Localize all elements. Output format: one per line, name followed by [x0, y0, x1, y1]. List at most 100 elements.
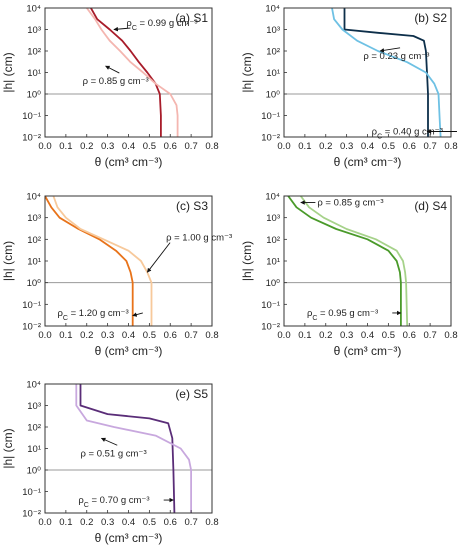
- annotation-label-1: ρ = 0.51 g cm⁻³: [80, 448, 146, 459]
- y-tick-label: 10¹: [27, 68, 41, 79]
- y-tick-label: 10⁻¹: [261, 300, 280, 311]
- y-tick-label: 10⁰: [27, 278, 42, 289]
- y-tick-label: 10³: [27, 213, 41, 224]
- y-tick-label: 10²: [27, 423, 41, 434]
- x-tick-label: 0.0: [38, 517, 51, 528]
- x-tick-label: 0.6: [164, 141, 177, 152]
- annotation-arrow-1: [146, 242, 171, 273]
- x-tick-label: 0.8: [205, 141, 218, 152]
- x-axis-label: θ (cm³ cm⁻³): [95, 344, 163, 358]
- y-axis-label: |h| (cm): [1, 241, 15, 281]
- x-axis-label: θ (cm³ cm⁻³): [95, 531, 163, 545]
- series-curve-1: [287, 196, 402, 326]
- x-axis-label: θ (cm³ cm⁻³): [95, 155, 163, 169]
- y-axis-label: |h| (cm): [240, 241, 254, 281]
- x-tick-label: 0.1: [298, 330, 311, 341]
- y-tick-label: 10⁻²: [22, 322, 41, 333]
- y-axis-label: |h| (cm): [1, 428, 15, 468]
- x-tick-label: 0.6: [164, 330, 177, 341]
- x-tick-label: 0.2: [319, 141, 332, 152]
- y-axis-label: |h| (cm): [1, 52, 15, 92]
- x-tick-label: 0.1: [298, 141, 311, 152]
- y-tick-label: 10⁴: [26, 192, 41, 203]
- x-tick-label: 0.6: [403, 141, 416, 152]
- y-tick-label: 10⁰: [266, 278, 281, 289]
- x-tick-label: 0.8: [205, 330, 218, 341]
- y-tick-label: 10³: [266, 213, 280, 224]
- y-tick-label: 10⁻¹: [261, 111, 280, 122]
- y-tick-label: 10⁰: [27, 90, 42, 101]
- y-tick-label: 10²: [27, 235, 41, 246]
- x-tick-label: 0.1: [59, 330, 72, 341]
- x-tick-label: 0.8: [444, 141, 457, 152]
- plot-frame: [44, 195, 213, 327]
- y-tick-label: 10⁴: [265, 192, 280, 203]
- x-tick-label: 0.3: [101, 141, 114, 152]
- annotation-label-1: ρ = 1.00 g cm⁻³: [166, 233, 232, 244]
- annotation-arrow-1: [113, 26, 131, 32]
- x-tick-label: 0.3: [340, 330, 353, 341]
- y-tick-label: 10¹: [27, 444, 41, 455]
- x-tick-label: 0.7: [185, 141, 198, 152]
- chart-panel-3: 0.0 0.1 0.2 0.3 0.4 0.5 0.6 0.7 0.8 10⁻² 10⁻¹ 10⁰ 10…: [1, 192, 232, 359]
- chart-panel-5: 0.0 0.1 0.2 0.3 0.4 0.5 0.6 0.7 0.8 10⁻² 10⁻¹ 10⁰ 10…: [1, 380, 219, 546]
- x-tick-label: 0.8: [444, 330, 457, 341]
- y-tick-label: 10²: [27, 47, 41, 58]
- annotation-label-2: ρC = 0.70 g cm⁻³: [78, 495, 149, 509]
- x-tick-label: 0.5: [143, 517, 156, 528]
- series-curve-1: [79, 384, 176, 513]
- x-tick-label: 0.4: [122, 330, 135, 341]
- y-axis-label: |h| (cm): [240, 52, 254, 92]
- y-tick-label: 10⁴: [26, 4, 41, 15]
- annotation-arrow-2: [132, 312, 143, 317]
- annotation-label-1: ρ = 0.23 g cm⁻³: [363, 51, 429, 62]
- x-tick-label: 0.0: [277, 141, 290, 152]
- annotation-arrow-1: [379, 47, 401, 53]
- x-tick-label: 0.8: [205, 517, 218, 528]
- y-tick-label: 10³: [27, 25, 41, 36]
- x-tick-label: 0.5: [143, 141, 156, 152]
- y-tick-label: 10⁻¹: [22, 487, 41, 498]
- y-tick-label: 10⁻¹: [22, 111, 41, 122]
- x-tick-label: 0.2: [80, 141, 93, 152]
- y-tick-label: 10⁰: [266, 90, 281, 101]
- chart-panel-2: 0.0 0.1 0.2 0.3 0.4 0.5 0.6 0.7 0.8 10⁻² 10⁻¹ 10⁰ 10…: [240, 4, 458, 170]
- x-tick-label: 0.0: [277, 330, 290, 341]
- x-tick-label: 0.3: [101, 517, 114, 528]
- series-curve-2: [331, 8, 442, 137]
- x-tick-label: 0.2: [319, 330, 332, 341]
- annotation-label-2: ρC = 1.20 g cm⁻³: [58, 308, 129, 322]
- y-tick-label: 10²: [266, 235, 280, 246]
- x-axis-label: θ (cm³ cm⁻³): [334, 155, 402, 169]
- annotation-arrow-1: [100, 437, 118, 446]
- chart-panel-4: 0.0 0.1 0.2 0.3 0.4 0.5 0.6 0.7 0.8 10⁻² 10⁻¹ 10⁰ 10…: [240, 192, 458, 359]
- x-tick-label: 0.4: [122, 141, 135, 152]
- x-tick-label: 0.7: [424, 330, 437, 341]
- chart-panel-1: 0.0 0.1 0.2 0.3 0.4 0.5 0.6 0.7 0.8 10⁻² 10⁻¹ 10⁰ 10…: [1, 4, 219, 170]
- y-tick-label: 10¹: [266, 68, 280, 79]
- x-tick-label: 0.6: [164, 517, 177, 528]
- y-tick-label: 10¹: [266, 257, 280, 268]
- annotation-label-2: ρC = 0.95 g cm⁻³: [307, 308, 378, 322]
- y-tick-label: 10⁴: [265, 4, 280, 15]
- panel-label: (e) S5: [175, 387, 208, 401]
- series-curve-1: [343, 8, 429, 137]
- y-tick-label: 10³: [27, 401, 41, 412]
- x-tick-label: 0.4: [122, 517, 135, 528]
- panel-label: (d) S4: [414, 199, 447, 213]
- series-curve-2: [75, 384, 192, 513]
- x-tick-label: 0.6: [403, 330, 416, 341]
- x-tick-label: 0.3: [340, 141, 353, 152]
- x-tick-label: 0.7: [424, 141, 437, 152]
- x-tick-label: 0.4: [361, 330, 374, 341]
- x-tick-label: 0.5: [143, 330, 156, 341]
- annotation-label-2: ρ = 0.85 g cm⁻³: [83, 76, 149, 87]
- annotation-label-1: ρ = 0.85 g cm⁻³: [317, 198, 383, 209]
- x-axis-label: θ (cm³ cm⁻³): [334, 344, 402, 358]
- x-tick-label: 0.4: [361, 141, 374, 152]
- annotation-label-1: ρC = 0.99 g cm⁻³: [126, 18, 197, 32]
- y-tick-label: 10⁻²: [22, 509, 41, 520]
- x-tick-label: 0.0: [38, 141, 51, 152]
- panel-label: (c) S3: [176, 199, 208, 213]
